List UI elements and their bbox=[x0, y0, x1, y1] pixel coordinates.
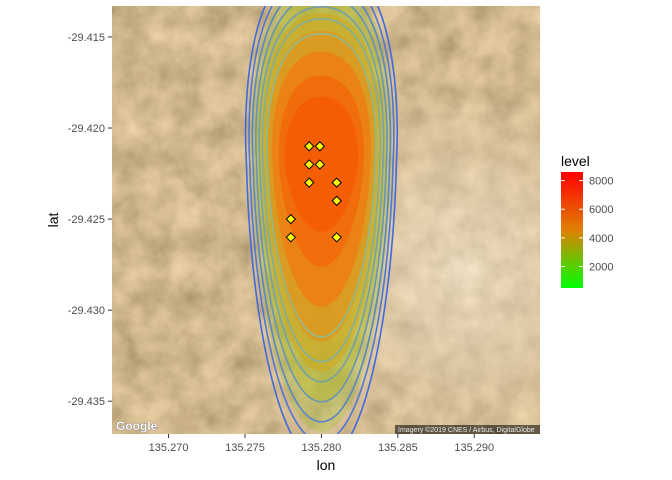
legend-ticks: 2000 4000 6000 8000 bbox=[561, 176, 613, 274]
contour-line bbox=[244, 6, 399, 434]
x-axis: 135.270 135.275 135.280 135.285 135.290 bbox=[149, 434, 494, 454]
legend-colorbar bbox=[561, 172, 583, 288]
observation-point bbox=[303, 141, 315, 152]
legend-label: 4000 bbox=[589, 233, 613, 245]
contour-line bbox=[254, 6, 388, 403]
y-tick-label: -29.425 bbox=[68, 214, 105, 226]
x-tick-label: 135.290 bbox=[454, 442, 494, 454]
legend: level 2000 4000 6000 8000 bbox=[561, 153, 613, 288]
google-logo: Google bbox=[116, 419, 158, 433]
contour-line bbox=[266, 32, 377, 338]
observation-point bbox=[285, 232, 297, 243]
observation-point bbox=[331, 232, 342, 243]
legend-title: level bbox=[561, 153, 590, 169]
observation-point bbox=[303, 177, 315, 188]
imagery-attribution: Imagery ©2019 CNES / Airbus, DigitalGlob… bbox=[398, 426, 535, 434]
observation-point bbox=[303, 159, 315, 170]
y-axis-title: lat bbox=[45, 213, 61, 228]
x-axis-title: lon bbox=[317, 457, 336, 473]
attribution-bar bbox=[395, 425, 540, 434]
observation-point bbox=[314, 159, 326, 170]
x-tick-label: 135.280 bbox=[302, 442, 342, 454]
observation-point bbox=[285, 213, 297, 225]
legend-label: 2000 bbox=[589, 262, 613, 274]
x-tick-label: 135.285 bbox=[378, 442, 418, 454]
contour-line bbox=[261, 17, 382, 363]
y-tick-label: -29.420 bbox=[68, 123, 105, 135]
legend-label: 6000 bbox=[589, 204, 613, 216]
density-fill bbox=[250, 6, 393, 432]
contour-line bbox=[248, 6, 395, 434]
observation-point bbox=[331, 195, 342, 207]
observation-point bbox=[314, 141, 326, 152]
x-tick-label: 135.270 bbox=[149, 442, 189, 454]
contour-line bbox=[251, 6, 392, 423]
contour-line bbox=[258, 6, 385, 383]
y-tick-label: -29.430 bbox=[68, 305, 105, 317]
y-tick-label: -29.415 bbox=[68, 32, 105, 44]
observation-points bbox=[285, 141, 342, 243]
y-tick-label: -29.435 bbox=[68, 396, 105, 408]
x-tick-label: 135.275 bbox=[225, 442, 265, 454]
legend-label: 8000 bbox=[589, 176, 613, 188]
density-contours bbox=[244, 6, 399, 434]
y-axis: -29.415 -29.420 -29.425 -29.430 -29.435 bbox=[68, 32, 112, 408]
observation-point bbox=[331, 177, 342, 188]
